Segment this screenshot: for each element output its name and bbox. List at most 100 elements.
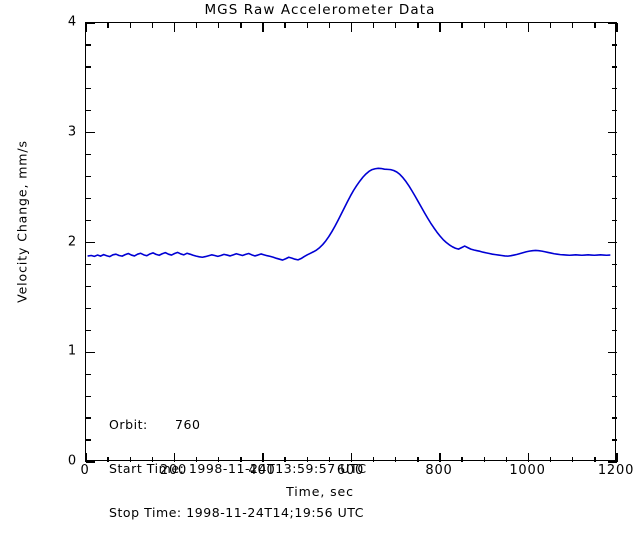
x-tick-top xyxy=(549,23,552,28)
x-tick-bottom xyxy=(173,453,176,462)
x-tick-top xyxy=(107,23,109,28)
y-tick-label: 1 xyxy=(67,343,77,359)
x-tick-bottom xyxy=(372,457,375,462)
page-title: MGS Raw Accelerometer Data xyxy=(204,2,436,18)
y-tick-left xyxy=(86,22,95,24)
x-tick-label: 0 xyxy=(80,463,90,478)
x-tick-top xyxy=(572,23,574,28)
y-tick-right xyxy=(612,417,617,419)
x-tick-bottom xyxy=(572,457,574,462)
x-tick-top xyxy=(240,23,242,28)
y-tick-left xyxy=(86,241,95,244)
y-tick-right xyxy=(612,154,617,156)
y-tick-label: 2 xyxy=(67,234,77,249)
y-tick-left xyxy=(86,66,91,68)
y-tick-left xyxy=(86,417,91,419)
x-axis-tick-labels: 0 200 400 600 800 1000 1200 xyxy=(0,463,640,483)
y-tick-label: 0 xyxy=(67,453,77,469)
x-tick-bottom xyxy=(328,457,331,462)
x-tick-bottom xyxy=(549,457,552,462)
x-axis-title: Time, sec xyxy=(286,484,354,499)
x-tick-top xyxy=(129,23,131,28)
y-tick-left xyxy=(86,176,91,178)
x-tick-bottom xyxy=(527,453,530,462)
x-tick-bottom xyxy=(151,457,154,462)
x-tick-top xyxy=(85,23,87,32)
y-tick-right xyxy=(612,66,617,68)
y-tick-right xyxy=(612,307,617,309)
y-tick-right xyxy=(612,395,617,397)
x-tick-top xyxy=(218,23,220,28)
y-tick-left xyxy=(86,110,91,112)
x-tick-label: 800 xyxy=(425,463,453,478)
y-tick-left xyxy=(86,44,91,46)
y-tick-right xyxy=(608,351,617,353)
x-tick-bottom xyxy=(439,453,441,462)
x-tick-bottom xyxy=(284,457,286,462)
x-tick-bottom xyxy=(350,453,353,462)
annotation-block: Orbit: 760 Start Time: 1998-11-24T13:59:… xyxy=(109,389,367,550)
x-tick-top xyxy=(328,23,331,28)
x-tick-bottom xyxy=(483,457,485,462)
y-tick-left xyxy=(86,219,91,222)
y-tick-right xyxy=(612,176,617,178)
x-tick-top xyxy=(350,23,353,32)
x-tick-top xyxy=(395,23,397,28)
y-tick-left xyxy=(86,461,95,463)
x-tick-bottom xyxy=(616,453,618,462)
y-tick-left xyxy=(86,373,91,375)
y-tick-right xyxy=(608,22,617,24)
x-tick-top xyxy=(372,23,375,28)
x-tick-top xyxy=(616,23,618,32)
orbit-label: Orbit: 760 xyxy=(109,417,201,433)
y-tick-left xyxy=(86,197,91,200)
x-tick-bottom xyxy=(594,457,596,462)
y-tick-right xyxy=(608,132,617,134)
x-tick-bottom xyxy=(107,457,109,462)
x-tick-bottom xyxy=(240,457,242,462)
y-tick-left xyxy=(86,307,91,309)
x-tick-top xyxy=(483,23,485,28)
x-tick-top xyxy=(284,23,286,28)
x-tick-bottom xyxy=(218,457,220,462)
x-tick-bottom xyxy=(85,453,87,462)
y-tick-left xyxy=(86,285,91,288)
y-tick-left xyxy=(86,395,91,397)
y-tick-left xyxy=(86,154,91,156)
y-tick-right xyxy=(612,285,617,288)
x-tick-top xyxy=(306,23,308,28)
x-tick-bottom xyxy=(262,453,264,462)
x-tick-bottom xyxy=(306,457,308,462)
y-tick-left xyxy=(86,329,91,331)
x-tick-bottom xyxy=(195,457,198,462)
y-tick-right xyxy=(612,439,617,441)
y-tick-right xyxy=(608,461,617,463)
x-tick-top xyxy=(527,23,530,32)
y-tick-left xyxy=(86,263,91,266)
y-tick-right xyxy=(612,197,617,200)
x-tick-top xyxy=(151,23,154,28)
x-tick-label: 400 xyxy=(248,463,276,478)
x-tick-top xyxy=(461,23,463,28)
y-tick-left xyxy=(86,351,95,353)
x-tick-top xyxy=(505,23,508,28)
x-tick-top xyxy=(195,23,198,28)
accelerometer-plot-screen: MGS Raw Accelerometer Data 0 1 2 3 4 0 200 400… xyxy=(0,0,640,520)
y-tick-left xyxy=(86,439,91,441)
x-tick-bottom xyxy=(417,457,419,462)
y-tick-right xyxy=(612,263,617,266)
plot-canvas xyxy=(87,167,611,261)
start-time-label: Start Time: 1998-11-24T13:59:57 UTC xyxy=(109,460,367,476)
x-tick-label: 600 xyxy=(336,463,365,478)
x-tick-label: 1000 xyxy=(509,463,546,478)
x-tick-top xyxy=(439,23,441,32)
y-tick-right xyxy=(612,44,617,46)
y-tick-right xyxy=(608,241,617,244)
y-axis-title: Velocity Change, mm/s xyxy=(14,140,30,303)
x-tick-bottom xyxy=(505,457,508,462)
y-tick-left xyxy=(86,88,91,90)
y-axis-tick-labels: 0 1 2 3 4 xyxy=(0,0,85,512)
y-tick-left xyxy=(86,132,95,134)
x-tick-top xyxy=(594,23,596,28)
y-tick-label: 4 xyxy=(67,14,77,30)
